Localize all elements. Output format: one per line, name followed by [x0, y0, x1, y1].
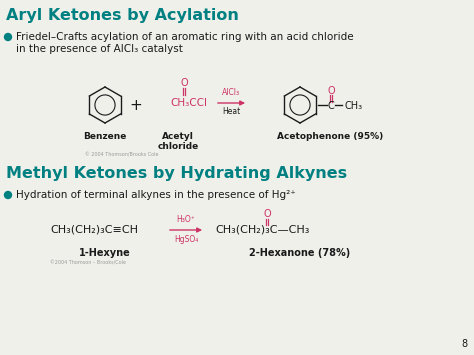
Text: in the presence of AlCl₃ catalyst: in the presence of AlCl₃ catalyst — [16, 44, 183, 54]
Text: CH₃CCl: CH₃CCl — [170, 98, 207, 108]
Text: Acetyl
chloride: Acetyl chloride — [157, 132, 199, 151]
Text: Hydration of terminal alkynes in the presence of Hg²⁺: Hydration of terminal alkynes in the pre… — [16, 190, 296, 200]
Text: O: O — [180, 78, 188, 88]
Text: AlCl₃: AlCl₃ — [222, 88, 241, 97]
Text: Aryl Ketones by Acylation: Aryl Ketones by Acylation — [6, 8, 239, 23]
Text: © 2004 Thomson/Brooks Cole: © 2004 Thomson/Brooks Cole — [85, 152, 158, 157]
Text: +: + — [129, 98, 142, 113]
Text: Friedel–Crafts acylation of an aromatic ring with an acid chloride: Friedel–Crafts acylation of an aromatic … — [16, 32, 354, 42]
Circle shape — [4, 33, 11, 40]
Text: ©2004 Thomson – Brooks/Cole: ©2004 Thomson – Brooks/Cole — [50, 260, 126, 265]
Text: Methyl Ketones by Hydrating Alkynes: Methyl Ketones by Hydrating Alkynes — [6, 166, 347, 181]
Text: O: O — [327, 86, 335, 96]
Circle shape — [4, 191, 11, 198]
Text: 2-Hexanone (78%): 2-Hexanone (78%) — [249, 248, 351, 258]
Text: CH₃(CH₂)₃C—CH₃: CH₃(CH₂)₃C—CH₃ — [215, 225, 310, 235]
Text: C: C — [328, 101, 334, 111]
Text: Benzene: Benzene — [83, 132, 127, 141]
Text: HgSO₄: HgSO₄ — [174, 235, 198, 244]
Text: O: O — [263, 209, 271, 219]
Text: CH₃(CH₂)₃C≡CH: CH₃(CH₂)₃C≡CH — [50, 225, 138, 235]
Text: Heat: Heat — [222, 107, 241, 116]
Text: 1-Hexyne: 1-Hexyne — [79, 248, 131, 258]
Text: H₃O⁺: H₃O⁺ — [176, 215, 195, 224]
Text: CH₃: CH₃ — [345, 101, 363, 111]
Text: 8: 8 — [462, 339, 468, 349]
Text: Acetophenone (95%): Acetophenone (95%) — [277, 132, 383, 141]
